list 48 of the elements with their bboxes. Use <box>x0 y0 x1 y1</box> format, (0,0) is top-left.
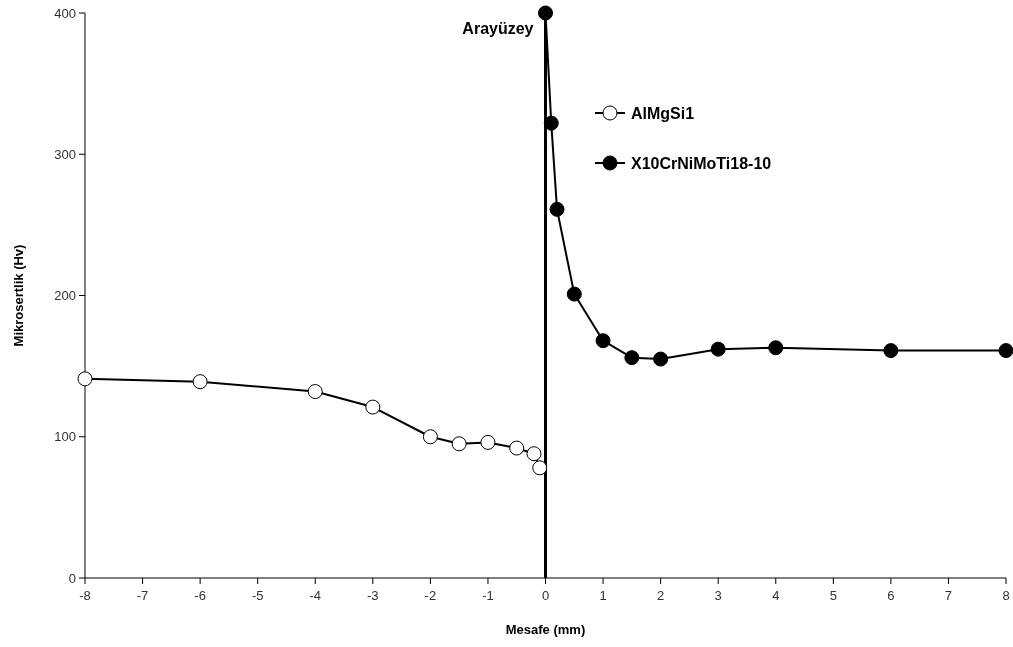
x-tick-label: -1 <box>482 588 494 603</box>
y-tick-label: 400 <box>54 5 76 21</box>
point <box>509 440 525 456</box>
y-axis-title: Mikrosertlik (Hv) <box>11 244 26 347</box>
point <box>566 286 582 302</box>
point <box>543 115 559 131</box>
point <box>538 5 553 21</box>
y-tick-label: 100 <box>54 429 76 445</box>
x-tick-label: -5 <box>251 588 264 603</box>
point <box>422 429 438 445</box>
legend-label: X10CrNiMoTi18-10 <box>631 154 772 172</box>
point <box>624 350 640 366</box>
point <box>192 374 208 390</box>
x-tick-label: 7 <box>944 588 953 603</box>
x-tick-label: -6 <box>194 588 206 603</box>
x-tick-label: 8 <box>1002 588 1010 603</box>
y-tick-label: 300 <box>54 146 76 162</box>
point <box>480 434 496 450</box>
point <box>307 384 323 400</box>
y-tick-label: 200 <box>54 288 76 304</box>
x-tick-label: 1 <box>599 588 607 603</box>
x-tick-label: 2 <box>657 588 665 603</box>
point <box>526 446 542 462</box>
point <box>77 371 93 387</box>
x-tick-label: -3 <box>367 588 379 603</box>
y-tick-label: 0 <box>68 570 76 586</box>
point <box>451 436 467 452</box>
point <box>883 343 899 359</box>
point <box>710 341 726 357</box>
point <box>768 340 784 356</box>
x-tick-label: -2 <box>424 588 437 603</box>
point <box>549 201 565 217</box>
x-tick-label: -8 <box>79 588 91 603</box>
x-tick-label: 3 <box>714 588 722 603</box>
x-tick-label: 4 <box>772 588 780 603</box>
point <box>595 333 611 349</box>
point <box>365 399 381 415</box>
x-axis-title: Mesafe (mm) <box>505 622 586 637</box>
x-tick-label: -7 <box>136 588 149 603</box>
legend-label: AlMgSi1 <box>631 104 695 122</box>
x-tick-label: -4 <box>309 588 322 603</box>
x-tick-label: 0 <box>541 588 550 603</box>
x-tick-label: 6 <box>887 588 895 603</box>
x-tick-label: 5 <box>829 588 837 603</box>
point <box>532 460 548 476</box>
point <box>653 351 669 367</box>
point <box>998 343 1013 359</box>
ref-line-label: Arayüzey <box>462 20 534 37</box>
